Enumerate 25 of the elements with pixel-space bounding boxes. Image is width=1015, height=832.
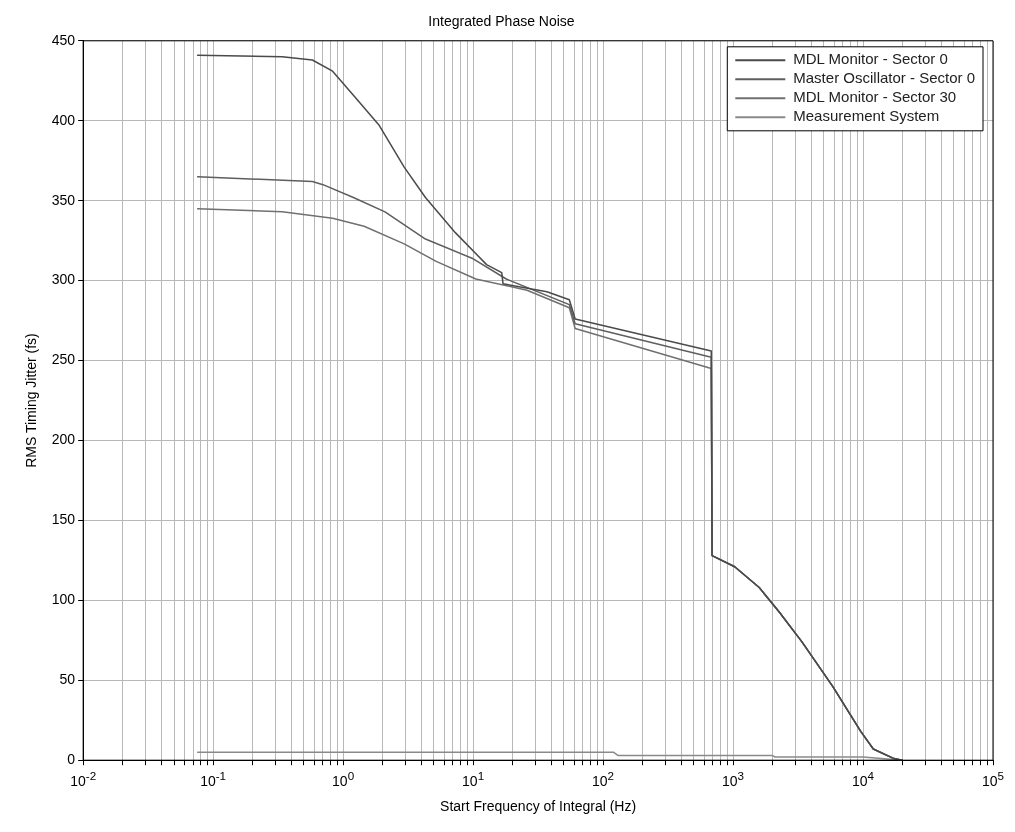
y-tick-label: 200 [51, 431, 76, 448]
x-tick-label: 10$^{0}$ [332, 769, 355, 789]
legend-label: Measurement System [793, 107, 940, 125]
x-tick-label: 10$^{1}$ [462, 769, 485, 789]
y-tick-label: 150 [51, 511, 76, 528]
y-tick-label: 50 [59, 671, 76, 688]
y-tick-label: 0 [67, 751, 76, 768]
legend-label: MDL Monitor - Sector 0 [793, 50, 948, 68]
legend-label: MDL Monitor - Sector 30 [793, 88, 957, 106]
y-tick-label: 250 [51, 351, 76, 368]
y-tick-label: 450 [51, 31, 76, 48]
x-tick-label: 10$^{5}$ [981, 769, 1005, 789]
y-tick-label: 350 [51, 191, 76, 208]
chart-title: Integrated Phase Noise [428, 13, 575, 30]
x-tick-label: 10$^{3}$ [722, 769, 745, 789]
x-tick-label: 10$^{4}$ [851, 769, 875, 789]
y-tick-label: 100 [51, 591, 76, 608]
x-tick-label: 10$^{-2}$ [70, 769, 97, 789]
x-tick-label: 10$^{-1}$ [200, 769, 227, 789]
x-axis-title: Start Frequency of Integral (Hz) [440, 798, 637, 815]
x-tick-label: 10$^{2}$ [592, 769, 615, 789]
y-axis-title: RMS Timing Jitter (fs) [23, 333, 40, 468]
y-tick-label: 400 [51, 111, 76, 128]
legend-label: Master Oscillator - Sector 0 [793, 69, 975, 87]
y-tick-label: 300 [51, 271, 76, 288]
